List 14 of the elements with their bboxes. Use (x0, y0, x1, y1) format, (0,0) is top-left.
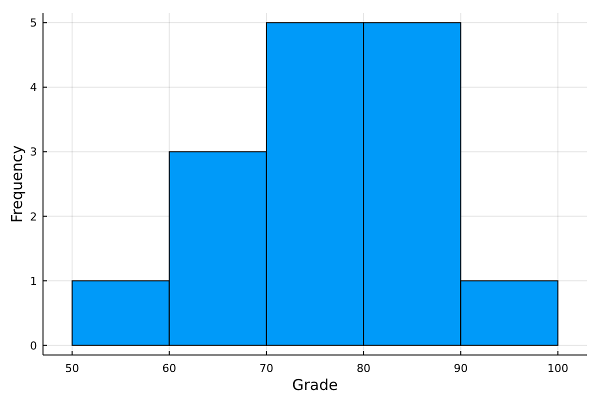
y-tick-label: 1 (30, 274, 37, 288)
y-tick-label: 5 (30, 16, 37, 30)
y-tick-label: 4 (30, 81, 37, 94)
x-tick-label: 50 (65, 362, 80, 375)
x-tick-label: 70 (259, 362, 274, 375)
x-tick-label: 60 (162, 362, 176, 375)
x-tick-label: 80 (356, 362, 371, 375)
x-axis-title: Grade (292, 376, 338, 394)
y-tick-label: 3 (30, 146, 37, 159)
y-axis-title: Frequency (8, 145, 26, 223)
x-tick-label: 90 (454, 362, 468, 375)
y-tick-label: 2 (30, 210, 37, 224)
x-tick-label: 100 (547, 362, 568, 375)
y-tick-label: 0 (30, 339, 37, 352)
